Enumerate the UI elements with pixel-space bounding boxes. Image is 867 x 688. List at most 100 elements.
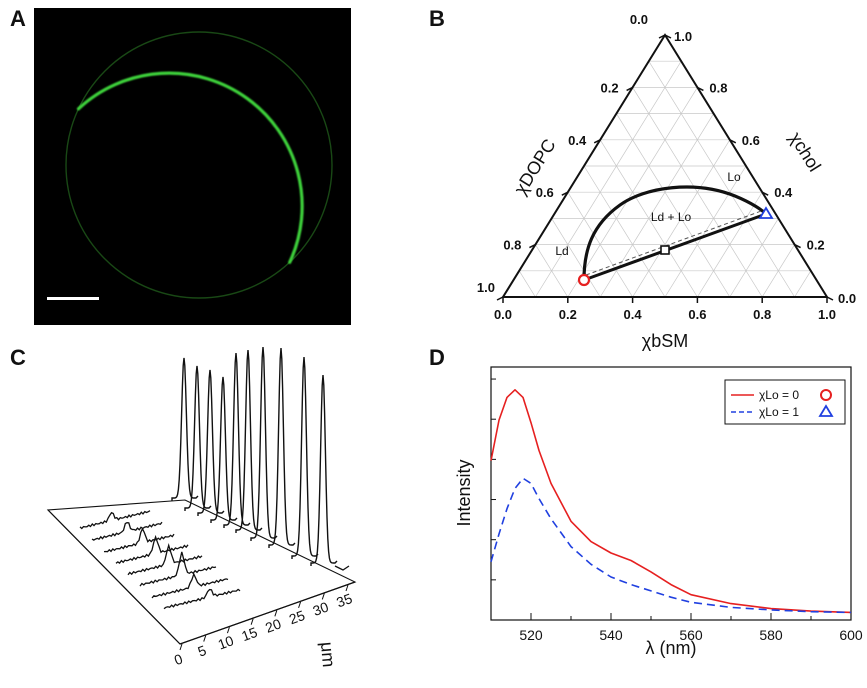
- ternary-grid-line: [648, 61, 795, 298]
- ternary-grid-line: [729, 218, 779, 298]
- ternary-left-tick: [593, 139, 601, 144]
- waterfall-trace-small: [127, 542, 203, 576]
- region-label-ld-lo: Ld + Lo: [651, 210, 692, 224]
- waterfall-tick-label: 20: [263, 615, 283, 635]
- waterfall-tick-label: 15: [239, 624, 259, 644]
- ternary-bottom-axis-label: χbSM: [642, 331, 688, 351]
- waterfall-plot: 0 5 10 15 20 25 30 35 μm: [46, 346, 357, 668]
- ternary-grid-line: [518, 270, 536, 298]
- ternary-grid-line: [567, 192, 633, 298]
- spectra-legend: χLo = 0 χLo = 1: [724, 379, 846, 425]
- waterfall-tick-label: 25: [287, 607, 307, 627]
- ld-composition-circle: [577, 273, 591, 287]
- waterfall-trace-tail: [334, 565, 350, 571]
- waterfall-trace-small: [139, 551, 217, 587]
- ternary-right-tick-label: 0.6: [742, 133, 760, 148]
- waterfall-tick: [203, 635, 207, 642]
- ternary-right-tick: [826, 296, 834, 301]
- waterfall-tick-label: 35: [334, 590, 354, 610]
- waterfall-trace-peak: [184, 365, 212, 511]
- ternary-bottom-tick-label: 1.0: [818, 307, 836, 322]
- waterfall-tick: [274, 610, 278, 617]
- spectra-x-tick-label: 520: [519, 627, 543, 643]
- ternary-grid-line: [535, 61, 682, 298]
- ternary-left-tick: [626, 86, 633, 92]
- spectra-legend-circle: [820, 389, 832, 401]
- waterfall-trace-peak: [223, 352, 251, 528]
- spectra-x-axis-label: λ (nm): [646, 638, 697, 658]
- ternary-left-tick-label: 0.4: [568, 133, 587, 148]
- spectra-x-tick-label: 560: [679, 627, 703, 643]
- ternary-right-tick-label: 1.0: [674, 29, 692, 44]
- region-label-ld: Ld: [555, 244, 568, 258]
- ternary-right-axis-label: χchol: [785, 129, 824, 176]
- ternary-bottom-tick-label: 0.2: [559, 307, 577, 322]
- waterfall-trace-small: [151, 572, 229, 599]
- ternary-right-tick: [761, 191, 769, 196]
- ternary-right-tick: [794, 243, 801, 249]
- waterfall-trace-peak: [268, 347, 296, 548]
- spectra-series-0-line: [490, 389, 852, 614]
- waterfall-tick: [298, 601, 302, 609]
- ternary-bottom-tick-label: 0.8: [753, 307, 771, 322]
- vesicle-dim-edge: [65, 31, 333, 299]
- ternary-grid-line: [794, 270, 812, 298]
- scale-bar: [47, 297, 99, 300]
- microscopy-background: [34, 8, 351, 325]
- lo-composition-triangle: [758, 206, 774, 219]
- waterfall-trace-peak: [171, 357, 199, 501]
- ternary-grid-line: [535, 244, 569, 298]
- waterfall-trace-small: [163, 588, 241, 610]
- ternary-left-tick: [496, 296, 504, 301]
- ternary-bottom-tick-label: 0.4: [624, 307, 643, 322]
- waterfall-front-axis: [179, 581, 356, 645]
- ternary-grid-line: [599, 139, 698, 298]
- ternary-right-tick-label: 0.0: [838, 291, 856, 306]
- vesicle-bright-arc: [76, 71, 304, 264]
- waterfall-tick-label: 10: [216, 632, 236, 652]
- waterfall-tick-label: 5: [196, 642, 209, 660]
- waterfall-depth-axis: [47, 509, 181, 645]
- tie-line: [583, 212, 767, 282]
- waterfall-tick: [321, 593, 325, 600]
- waterfall-tick: [345, 584, 349, 592]
- ternary-diagram: 0.0 0.2 0.4 0.6 0.8 1.00.20.40.60.80.01.00.20…: [477, 12, 856, 351]
- microscopy-image: [34, 8, 351, 325]
- ternary-grid-line: [583, 165, 666, 298]
- tie-line-dashed: [585, 209, 765, 276]
- mixture-composition-square: [660, 245, 670, 255]
- ternary-grid-line: [616, 113, 731, 298]
- region-label-lo: Lo: [727, 170, 741, 184]
- ternary-outline: [501, 33, 829, 298]
- waterfall-axis-label: μm: [317, 641, 339, 668]
- waterfall-trace-peak: [291, 356, 319, 559]
- ternary-left-tick: [561, 191, 569, 196]
- ternary-left-tick-label: 0.8: [503, 238, 521, 253]
- spectra-legend-triangle: [818, 404, 834, 417]
- waterfall-tick: [250, 618, 254, 625]
- waterfall-tick: [179, 643, 183, 651]
- ternary-left-tick-label: 0.2: [601, 80, 619, 95]
- ternary-bottom-tick-label: 0.0: [494, 307, 512, 322]
- waterfall-tick: [226, 626, 230, 634]
- waterfall-trace-small: [115, 534, 189, 564]
- panel-label-b: B: [429, 6, 445, 31]
- waterfall-trace-small: [91, 521, 163, 541]
- spectra-x-tick-label: 540: [599, 627, 623, 643]
- ternary-right-tick: [697, 86, 704, 92]
- ternary-left-tick: [529, 243, 536, 249]
- ternary-right-tick-label: 0.2: [807, 238, 825, 253]
- ternary-left-tick-label: 1.0: [477, 280, 495, 295]
- spectra-y-axis-label: Intensity: [454, 459, 474, 526]
- spectra-x-tick-label: 600: [839, 627, 863, 643]
- ternary-left-tick-label: 0.6: [536, 185, 554, 200]
- ternary-grid-line: [632, 87, 763, 298]
- waterfall-trace-peak: [210, 376, 238, 523]
- ternary-bottom-tick-label: 0.6: [688, 307, 706, 322]
- ternary-right-tick: [664, 34, 672, 39]
- phase-boundary-curve: [582, 185, 768, 282]
- waterfall-trace-peak: [310, 374, 338, 566]
- waterfall-trace-small: [79, 510, 151, 530]
